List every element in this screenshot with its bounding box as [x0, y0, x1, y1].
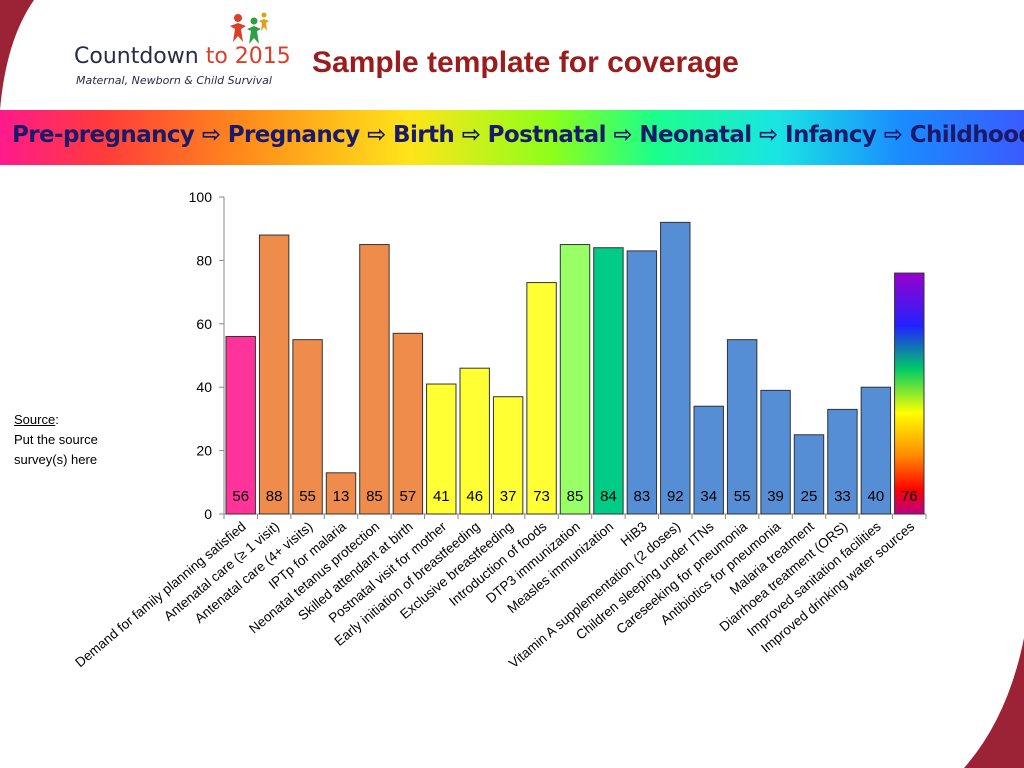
bar [827, 408, 858, 515]
bar [526, 282, 557, 515]
source-label: Source [14, 412, 56, 427]
source-line-2: survey(s) here [14, 452, 98, 467]
corner-decoration-top-left [0, 0, 34, 110]
bar [392, 332, 424, 515]
bar-value-label: 25 [801, 488, 818, 505]
bar-value-label: 55 [734, 488, 751, 505]
y-tick-label: 60 [196, 316, 212, 332]
bar-value-label: 85 [366, 488, 383, 505]
bar-value-label: 76 [901, 488, 918, 505]
bar [726, 339, 758, 515]
logo-name: Countdown to 2015 [74, 44, 291, 69]
bar [225, 335, 256, 515]
bar-value-label: 39 [767, 488, 784, 505]
bar-value-label: 92 [667, 488, 684, 505]
bar-value-label: 37 [500, 488, 517, 505]
corner-decoration-bottom-right [964, 638, 1024, 768]
bar-value-label: 73 [533, 488, 550, 505]
lifecycle-banner: Pre-pregnancy ⇨ Pregnancy ⇨ Birth ⇨ Post… [0, 110, 1024, 165]
logo-name-main: Countdown [74, 44, 206, 69]
bar [860, 386, 892, 515]
bar [426, 383, 457, 515]
bar [593, 247, 624, 515]
countdown-logo: Countdown to 2015 Maternal, Newborn & Ch… [74, 12, 294, 92]
y-tick-label: 20 [196, 443, 212, 459]
bar [258, 234, 290, 515]
bar-value-label: 46 [466, 488, 483, 505]
y-tick-label: 80 [196, 252, 212, 268]
bar-value-label: 88 [266, 488, 283, 505]
bar-value-label: 84 [600, 488, 617, 505]
source-label-suffix: : [55, 412, 59, 427]
bar [693, 405, 724, 515]
bar-value-label: 56 [232, 488, 249, 505]
bar-value-label: 41 [433, 488, 450, 505]
bar-value-label: 34 [700, 488, 717, 505]
lifecycle-banner-text: Pre-pregnancy ⇨ Pregnancy ⇨ Birth ⇨ Post… [12, 122, 1024, 148]
y-tick-label: 40 [196, 379, 212, 395]
logo-tagline: Maternal, Newborn & Child Survival [76, 74, 272, 87]
bar-value-label: 57 [400, 488, 417, 505]
bar [760, 389, 791, 515]
bar-value-label: 33 [834, 488, 851, 505]
bar [894, 272, 925, 515]
people-figures-icon [230, 12, 269, 44]
bar-value-label: 85 [567, 488, 584, 505]
bar-value-label: 55 [299, 488, 316, 505]
bar [359, 244, 390, 515]
logo-name-accent: to 2015 [205, 44, 291, 69]
bar [626, 250, 658, 515]
bar [559, 244, 591, 515]
y-tick-label: 0 [204, 506, 212, 522]
bar-value-label: 13 [333, 488, 350, 505]
source-note: Source: Put the source survey(s) here [14, 410, 98, 470]
bar-value-label: 83 [634, 488, 651, 505]
source-line-1: Put the source [14, 432, 98, 447]
bar [459, 367, 490, 515]
y-tick-label: 100 [189, 189, 213, 205]
bar [793, 434, 825, 515]
bar [292, 339, 323, 515]
page-title: Sample template for coverage [312, 46, 739, 79]
bar [492, 396, 524, 515]
bar [325, 472, 357, 515]
bar-value-label: 40 [868, 488, 885, 505]
bar [660, 221, 691, 515]
